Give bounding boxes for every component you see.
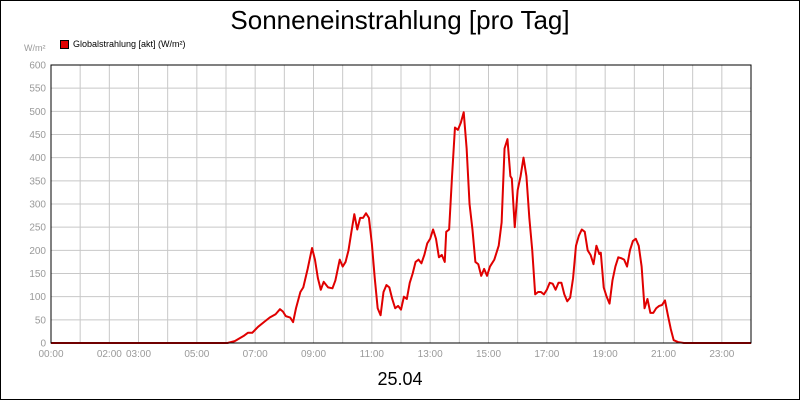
x-tick-label: 05:00 xyxy=(184,349,209,360)
x-tick-label: 21:00 xyxy=(651,349,676,360)
chart-title: Sonneneinstrahlung [pro Tag] xyxy=(230,5,570,35)
y-tick-label: 450 xyxy=(29,130,46,141)
y-tick-label: 100 xyxy=(29,292,46,303)
y-tick-label: 350 xyxy=(29,176,46,187)
x-tick-label: 00:00 xyxy=(38,349,63,360)
y-tick-label: 150 xyxy=(29,269,46,280)
y-tick-label: 300 xyxy=(29,200,46,211)
y-tick-label: 500 xyxy=(29,107,46,118)
x-tick-label: 02:00 xyxy=(97,349,122,360)
y-tick-label: 200 xyxy=(29,246,46,257)
legend-label: Globalstrahlung [akt] (W/m²) xyxy=(73,39,186,49)
x-axis-date-label: 25.04 xyxy=(377,369,423,389)
x-tick-label: 03:00 xyxy=(126,349,151,360)
x-tick-label: 11:00 xyxy=(360,349,385,360)
y-tick-label: 600 xyxy=(29,61,46,72)
x-tick-label: 19:00 xyxy=(593,349,618,360)
y-tick-label: 250 xyxy=(29,223,46,234)
y-unit-label: W/m² xyxy=(24,43,46,53)
legend: Globalstrahlung [akt] (W/m²) xyxy=(60,39,186,49)
x-tick-label: 09:00 xyxy=(301,349,326,360)
y-tick-label: 550 xyxy=(29,84,46,95)
x-tick-label: 17:00 xyxy=(534,349,559,360)
x-tick-label: 23:00 xyxy=(709,349,734,360)
series-line-0 xyxy=(51,111,751,344)
y-tick-label: 0 xyxy=(40,339,46,350)
x-tick-label: 07:00 xyxy=(243,349,268,360)
plot-border xyxy=(50,64,752,344)
y-tick-label: 50 xyxy=(35,315,47,326)
x-tick-label: 15:00 xyxy=(476,349,501,360)
legend-swatch xyxy=(60,39,69,49)
y-tick-label: 400 xyxy=(29,153,46,164)
x-tick-label: 13:00 xyxy=(418,349,443,360)
